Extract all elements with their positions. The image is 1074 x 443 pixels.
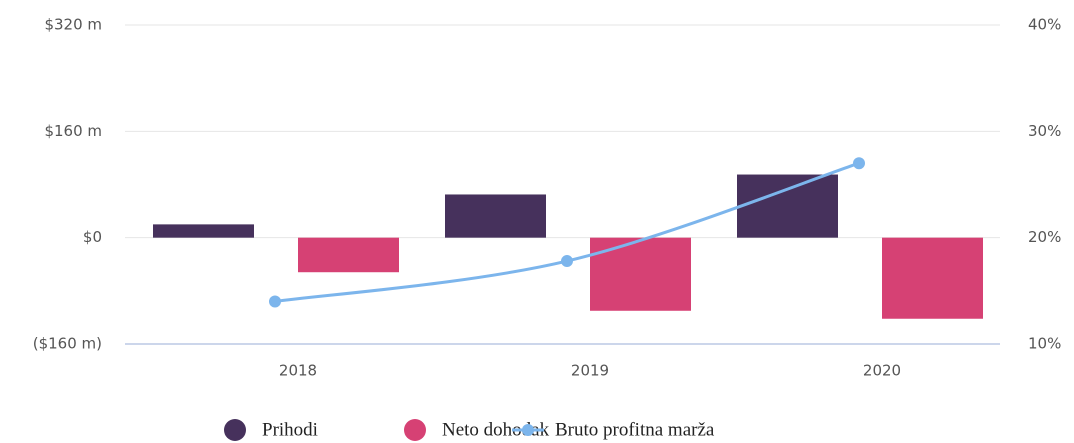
y-tick-label: $160 m bbox=[44, 122, 102, 140]
line-point bbox=[853, 157, 865, 170]
x-tick-label: 2020 bbox=[863, 362, 901, 380]
line-point bbox=[561, 255, 573, 268]
y-tick-label: $320 m bbox=[44, 16, 102, 34]
bar bbox=[153, 224, 254, 238]
legend-label: Prihodi bbox=[262, 419, 318, 440]
x-tick-label: 2019 bbox=[571, 362, 609, 380]
bar bbox=[590, 237, 691, 311]
y2-tick-label: 30% bbox=[1028, 122, 1061, 140]
legend-label: Bruto profitna marža bbox=[555, 419, 715, 440]
legend-marker bbox=[404, 419, 426, 441]
line-point bbox=[269, 295, 281, 308]
bar bbox=[737, 174, 838, 238]
x-tick-label: 2018 bbox=[279, 362, 317, 380]
bar bbox=[882, 237, 983, 319]
y-tick-label: ($160 m) bbox=[33, 335, 102, 353]
legend-marker bbox=[224, 419, 246, 441]
y2-tick-label: 10% bbox=[1028, 335, 1061, 353]
bar bbox=[298, 237, 399, 273]
y2-tick-label: 20% bbox=[1028, 228, 1061, 246]
legend: Prihodi Neto dohodak Bruto profitna marža bbox=[224, 419, 715, 441]
y-tick-label: $0 bbox=[83, 228, 102, 246]
bar bbox=[445, 194, 546, 238]
legend-label: Neto dohodak bbox=[442, 419, 550, 440]
y2-tick-label: 40% bbox=[1028, 16, 1061, 34]
legend-marker bbox=[522, 424, 534, 436]
